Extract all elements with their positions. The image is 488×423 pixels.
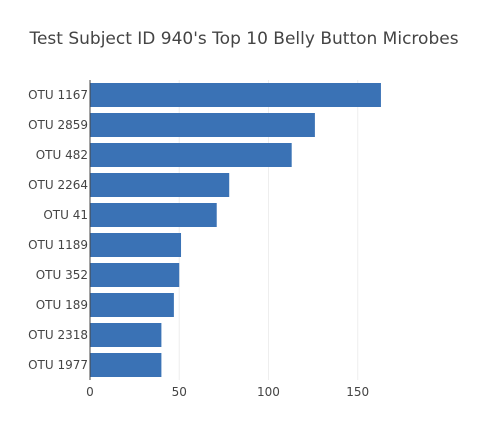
chart-title: Test Subject ID 940's Top 10 Belly Butto… <box>28 29 458 49</box>
bar-otu-1977[interactable] <box>90 353 162 377</box>
y-tick-label-otu-1167: OTU 1167 <box>28 88 88 102</box>
bar-otu-352[interactable] <box>90 263 180 287</box>
y-tick-label-otu-482: OTU 482 <box>36 148 88 162</box>
y-tick-label-otu-2859: OTU 2859 <box>28 118 88 132</box>
bar-otu-2264[interactable] <box>90 173 230 197</box>
y-tick-label-otu-41: OTU 41 <box>43 208 88 222</box>
x-tick-label-0: 0 <box>86 385 94 399</box>
y-tick-label-otu-352: OTU 352 <box>36 268 88 282</box>
x-tick-label-50: 50 <box>172 385 187 399</box>
x-tick-label-100: 100 <box>257 385 280 399</box>
bar-otu-1189[interactable] <box>90 233 182 257</box>
bar-otu-189[interactable] <box>90 293 174 317</box>
bar-otu-1167[interactable] <box>90 83 381 107</box>
y-tick-label-otu-189: OTU 189 <box>36 298 88 312</box>
bar-otu-482[interactable] <box>90 143 292 167</box>
y-axis-tick-labels: OTU 1167 OTU 2859 OTU 482 OTU 2264 OTU 41 OTU… <box>28 88 88 372</box>
y-tick-label-otu-2264: OTU 2264 <box>28 178 88 192</box>
bar-otu-2859[interactable] <box>90 113 315 137</box>
y-tick-label-otu-2318: OTU 2318 <box>28 328 88 342</box>
y-tick-label-otu-1189: OTU 1189 <box>28 238 88 252</box>
x-axis-tick-labels: 0 50 100 150 <box>86 385 369 399</box>
bars <box>90 83 381 377</box>
bar-otu-2318[interactable] <box>90 323 162 347</box>
bar-otu-41[interactable] <box>90 203 217 227</box>
x-tick-label-150: 150 <box>346 385 369 399</box>
y-tick-label-otu-1977: OTU 1977 <box>28 358 88 372</box>
